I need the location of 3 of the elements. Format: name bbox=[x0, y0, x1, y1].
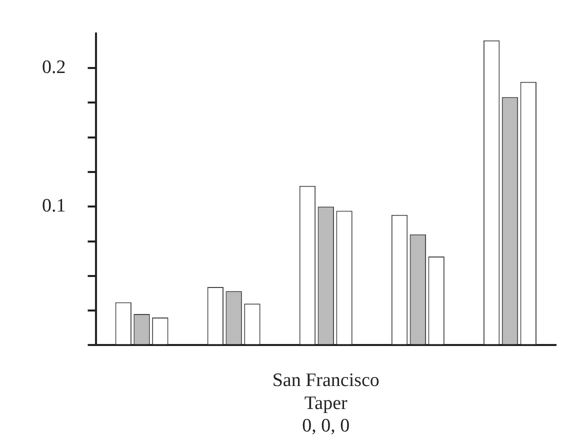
y-tick-label: 0.1 bbox=[42, 196, 66, 217]
x-axis-title: San Francisco Taper 0, 0, 0 bbox=[272, 370, 380, 437]
y-tick-label: 0.2 bbox=[42, 57, 66, 78]
